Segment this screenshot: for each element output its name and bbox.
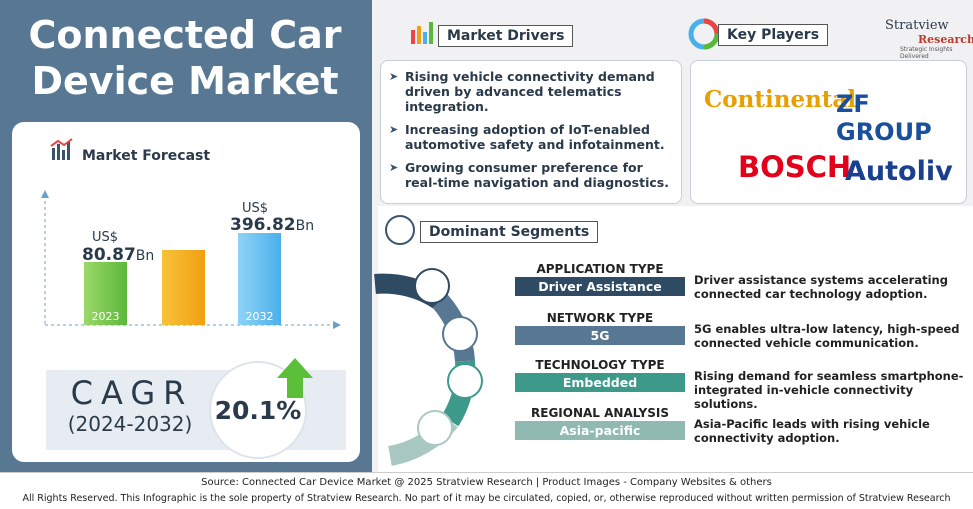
forecast-icon	[50, 138, 73, 160]
footer-source: Source: Connected Car Device Market @ 20…	[201, 477, 772, 488]
footer-rights: All Rights Reserved. This Infographic is…	[22, 493, 951, 504]
bar	[84, 262, 127, 325]
segment-type: APPLICATION TYPE	[536, 262, 664, 276]
value-row: 80.87Bn	[82, 245, 154, 265]
logo: Autoliv	[845, 156, 953, 187]
segment-value: Asia-pacific	[515, 421, 685, 440]
bar	[162, 250, 205, 325]
logo: ZF GROUP	[836, 90, 932, 146]
cagr-badge	[209, 358, 313, 459]
forecast-value: 80.87	[82, 245, 136, 265]
currency: US$	[92, 230, 119, 245]
drivers-icon	[411, 22, 433, 44]
brand-name: Stratview	[885, 18, 949, 33]
segment-value: 5G	[515, 326, 685, 345]
driver: Growing consumer preference for real-tim…	[389, 160, 673, 190]
driver: Increasing adoption of IoT-enabled autom…	[389, 122, 673, 152]
segment-type: REGIONAL ANALYSIS	[531, 406, 669, 420]
segment-value: Driver Assistance	[515, 277, 685, 296]
year-label: 2023	[91, 310, 120, 323]
forecast-axes	[41, 190, 341, 329]
brand-sub: Research	[918, 33, 973, 46]
cagr-value: 20.1%	[214, 396, 302, 425]
players-icon	[688, 18, 720, 50]
segment-note: Asia-Pacific leads with rising vehicle c…	[694, 417, 930, 445]
segments-ring	[374, 215, 483, 466]
segments-title: Dominant Segments	[420, 221, 599, 243]
forecast-value: 396.82	[230, 215, 296, 235]
driver: Rising vehicle connectivity demand drive…	[389, 69, 673, 114]
brand-tagline: Strategic Insights Delivered	[900, 46, 953, 60]
drivers-title: Market Drivers	[438, 25, 574, 47]
segment-type: NETWORK TYPE	[546, 311, 654, 325]
segment-value: Embedded	[515, 373, 685, 392]
cagr-label: CAGR	[70, 374, 194, 412]
logo: Continental	[704, 86, 857, 113]
year-label: 2032	[245, 310, 274, 323]
forecast-title: Market Forecast	[82, 148, 211, 164]
bar	[238, 233, 281, 325]
players-title: Key Players	[718, 24, 829, 46]
currency: US$	[242, 201, 269, 216]
cagr-period: (2024-2032)	[67, 412, 193, 436]
segment-note: 5G enables ultra-low latency, high-speed…	[694, 322, 960, 350]
title: Connected Car Device Market	[28, 13, 342, 103]
logos-box	[690, 60, 967, 204]
segment-note: Rising demand for seamless smartphone-in…	[694, 369, 964, 411]
segment-type: TECHNOLOGY TYPE	[535, 358, 665, 372]
value-row: 396.82Bn	[230, 215, 314, 235]
unit: Bn	[295, 218, 315, 234]
drivers-box: Rising vehicle connectivity demand drive…	[380, 60, 682, 204]
logo: BOSCH	[738, 150, 852, 184]
unit: Bn	[135, 248, 155, 264]
footer	[0, 472, 973, 509]
segment-note: Driver assistance systems accelerating c…	[694, 273, 948, 301]
